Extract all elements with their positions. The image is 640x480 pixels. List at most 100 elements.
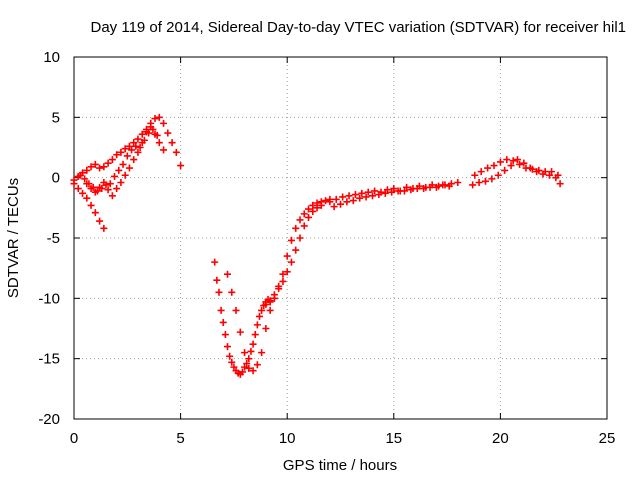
data-point	[117, 178, 125, 186]
data-point	[258, 306, 266, 314]
y-tick-label: -15	[38, 351, 60, 368]
data-point	[74, 185, 82, 193]
data-point	[351, 191, 359, 199]
y-tick-label: 10	[43, 49, 60, 66]
data-point	[507, 162, 515, 170]
data-point	[275, 285, 283, 293]
data-point	[224, 270, 232, 278]
data-point	[228, 288, 236, 296]
data-point	[305, 213, 313, 221]
data-point	[117, 148, 125, 156]
data-point	[554, 171, 562, 179]
data-point	[388, 188, 396, 196]
data-point	[96, 164, 104, 172]
data-point	[258, 349, 266, 357]
data-point	[125, 164, 133, 172]
data-point	[394, 187, 402, 195]
data-point	[113, 185, 121, 193]
data-point	[87, 163, 95, 171]
data-point	[548, 168, 556, 176]
data-point	[108, 192, 116, 200]
data-point	[164, 129, 172, 137]
data-point	[471, 171, 479, 179]
data-point	[138, 130, 146, 138]
data-point	[477, 168, 485, 176]
data-point	[228, 358, 236, 366]
data-point	[469, 181, 477, 189]
data-point	[279, 270, 287, 278]
data-point	[296, 216, 304, 224]
x-axis-label: GPS time / hours	[283, 457, 397, 474]
data-point	[400, 187, 408, 195]
data-point	[509, 157, 517, 165]
data-point	[243, 359, 251, 367]
data-point	[81, 175, 89, 183]
data-point	[119, 160, 127, 168]
data-point	[484, 164, 492, 172]
x-tick-label: 10	[279, 430, 296, 447]
chart-title: Day 119 of 2014, Sidereal Day-to-day VTE…	[91, 19, 627, 36]
data-point	[362, 193, 370, 201]
data-point	[102, 181, 110, 189]
data-point	[305, 205, 313, 213]
data-point	[364, 188, 372, 196]
plot-frame	[73, 56, 608, 420]
data-point	[287, 236, 295, 244]
data-point	[439, 181, 447, 189]
data-point	[153, 131, 161, 139]
x-tick-label: 0	[70, 430, 78, 447]
data-point	[383, 186, 391, 194]
data-point	[87, 201, 95, 209]
data-point	[115, 166, 123, 174]
points-layer	[70, 113, 564, 378]
data-point	[296, 234, 304, 242]
data-point	[313, 204, 321, 212]
x-tick-label: 15	[385, 430, 402, 447]
data-point	[283, 252, 291, 260]
data-point	[98, 185, 106, 193]
data-point	[413, 185, 421, 193]
data-point	[106, 180, 114, 188]
data-point	[556, 180, 564, 188]
data-point	[522, 164, 530, 172]
data-point	[309, 201, 317, 209]
data-point	[516, 160, 524, 168]
data-point	[155, 113, 163, 121]
data-point	[245, 364, 253, 372]
data-point	[381, 189, 389, 197]
data-point	[322, 197, 330, 205]
data-point	[356, 194, 364, 202]
data-point	[292, 246, 300, 254]
data-point	[217, 306, 225, 314]
data-point	[287, 258, 295, 266]
data-point	[238, 368, 246, 376]
data-point	[83, 166, 91, 174]
data-point	[134, 148, 142, 156]
data-point	[545, 171, 553, 179]
data-point	[501, 166, 509, 174]
data-point	[128, 146, 136, 154]
data-point	[475, 178, 483, 186]
data-point	[145, 129, 153, 137]
data-point	[108, 156, 116, 164]
data-point	[249, 340, 257, 348]
data-point	[513, 156, 521, 164]
data-point	[136, 144, 144, 151]
data-point	[528, 165, 536, 173]
data-point	[134, 135, 142, 143]
data-point	[253, 361, 261, 369]
data-point	[262, 300, 270, 308]
data-point	[130, 156, 138, 164]
data-point	[255, 312, 263, 320]
data-point	[96, 217, 104, 225]
data-point	[270, 291, 278, 299]
data-point	[300, 210, 308, 218]
data-point	[420, 185, 428, 193]
data-point	[177, 162, 185, 170]
data-point	[89, 183, 97, 191]
y-tick-label: 0	[52, 170, 60, 187]
data-point	[375, 191, 383, 199]
data-point	[140, 136, 148, 144]
data-point	[249, 367, 257, 375]
data-point	[262, 325, 270, 332]
